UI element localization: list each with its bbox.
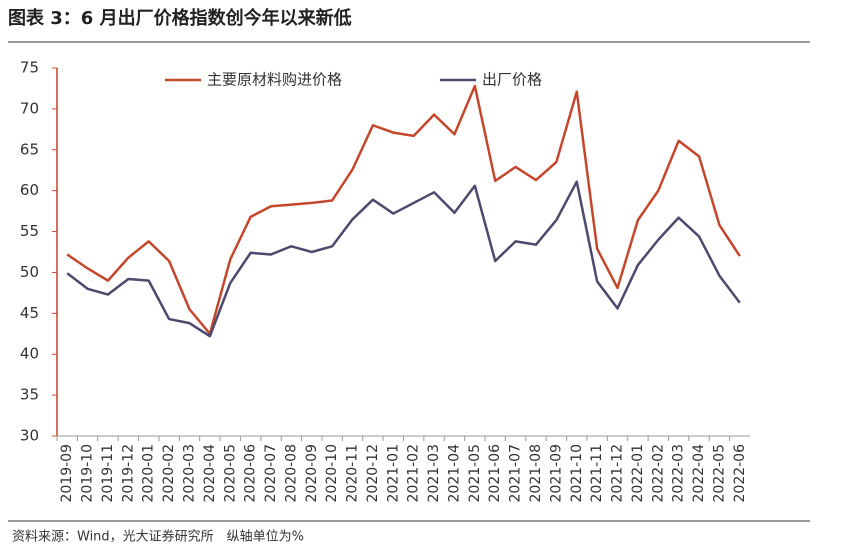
x-tick-label: 2022-01 — [630, 444, 646, 503]
x-tick-label: 2022-02 — [650, 444, 666, 503]
y-tick-label: 50 — [20, 263, 39, 281]
series-line — [66, 84, 741, 336]
x-tick-label: 2020-10 — [324, 444, 340, 503]
y-tick-label: 75 — [20, 59, 39, 77]
y-tick-label: 40 — [20, 345, 39, 363]
x-tick-label: 2021-05 — [467, 444, 483, 503]
legend-label: 出厂价格 — [482, 71, 542, 89]
x-tick-label: 2021-09 — [548, 444, 564, 503]
series-line — [66, 180, 741, 338]
x-tick-label: 2021-08 — [528, 444, 544, 503]
x-tick-label: 2020-04 — [202, 444, 218, 503]
x-tick-label: 2019-09 — [59, 444, 75, 503]
x-tick-label: 2020-09 — [304, 444, 320, 503]
x-tick-label: 2020-05 — [222, 444, 238, 503]
y-tick-label: 30 — [20, 427, 39, 445]
y-tick-label: 55 — [20, 222, 39, 240]
x-tick-label: 2022-06 — [732, 444, 748, 503]
x-tick-label: 2020-01 — [141, 444, 157, 503]
x-tick-label: 2021-02 — [406, 444, 422, 503]
legend-label: 主要原材料购进价格 — [207, 71, 342, 89]
y-tick-label: 45 — [20, 304, 39, 322]
x-tick-label: 2020-12 — [365, 444, 381, 503]
x-tick-label: 2021-11 — [589, 444, 605, 503]
y-tick-label: 70 — [20, 99, 39, 117]
y-tick-label: 35 — [20, 386, 39, 404]
y-tick-label: 65 — [20, 140, 39, 158]
x-tick-label: 2020-02 — [161, 444, 177, 503]
x-tick-label: 2021-03 — [426, 444, 442, 503]
x-tick-label: 2021-10 — [569, 444, 585, 503]
x-tick-label: 2019-10 — [80, 444, 96, 503]
chart-title: 图表 3：6 月出厂价格指数创今年以来新低 — [8, 7, 352, 29]
x-tick-label: 2020-07 — [263, 444, 279, 503]
y-tick-label: 60 — [20, 181, 39, 199]
x-tick-label: 2020-06 — [243, 444, 259, 503]
x-tick-label: 2019-11 — [100, 444, 116, 503]
x-tick-label: 2021-12 — [610, 444, 626, 503]
x-tick-label: 2020-11 — [345, 444, 361, 503]
x-tick-label: 2022-05 — [711, 444, 727, 503]
x-tick-label: 2021-06 — [487, 444, 503, 503]
source-note: 资料来源：Wind，光大证券研究所 纵轴单位为% — [12, 529, 304, 545]
x-tick-label: 2022-03 — [671, 444, 687, 503]
x-tick-label: 2022-04 — [691, 444, 707, 503]
x-tick-label: 2021-01 — [385, 444, 401, 503]
x-tick-label: 2020-08 — [283, 444, 299, 503]
x-tick-label: 2021-04 — [446, 444, 462, 503]
x-tick-label: 2020-03 — [181, 444, 197, 503]
x-tick-label: 2021-07 — [508, 444, 524, 503]
x-tick-label: 2019-12 — [120, 444, 136, 503]
